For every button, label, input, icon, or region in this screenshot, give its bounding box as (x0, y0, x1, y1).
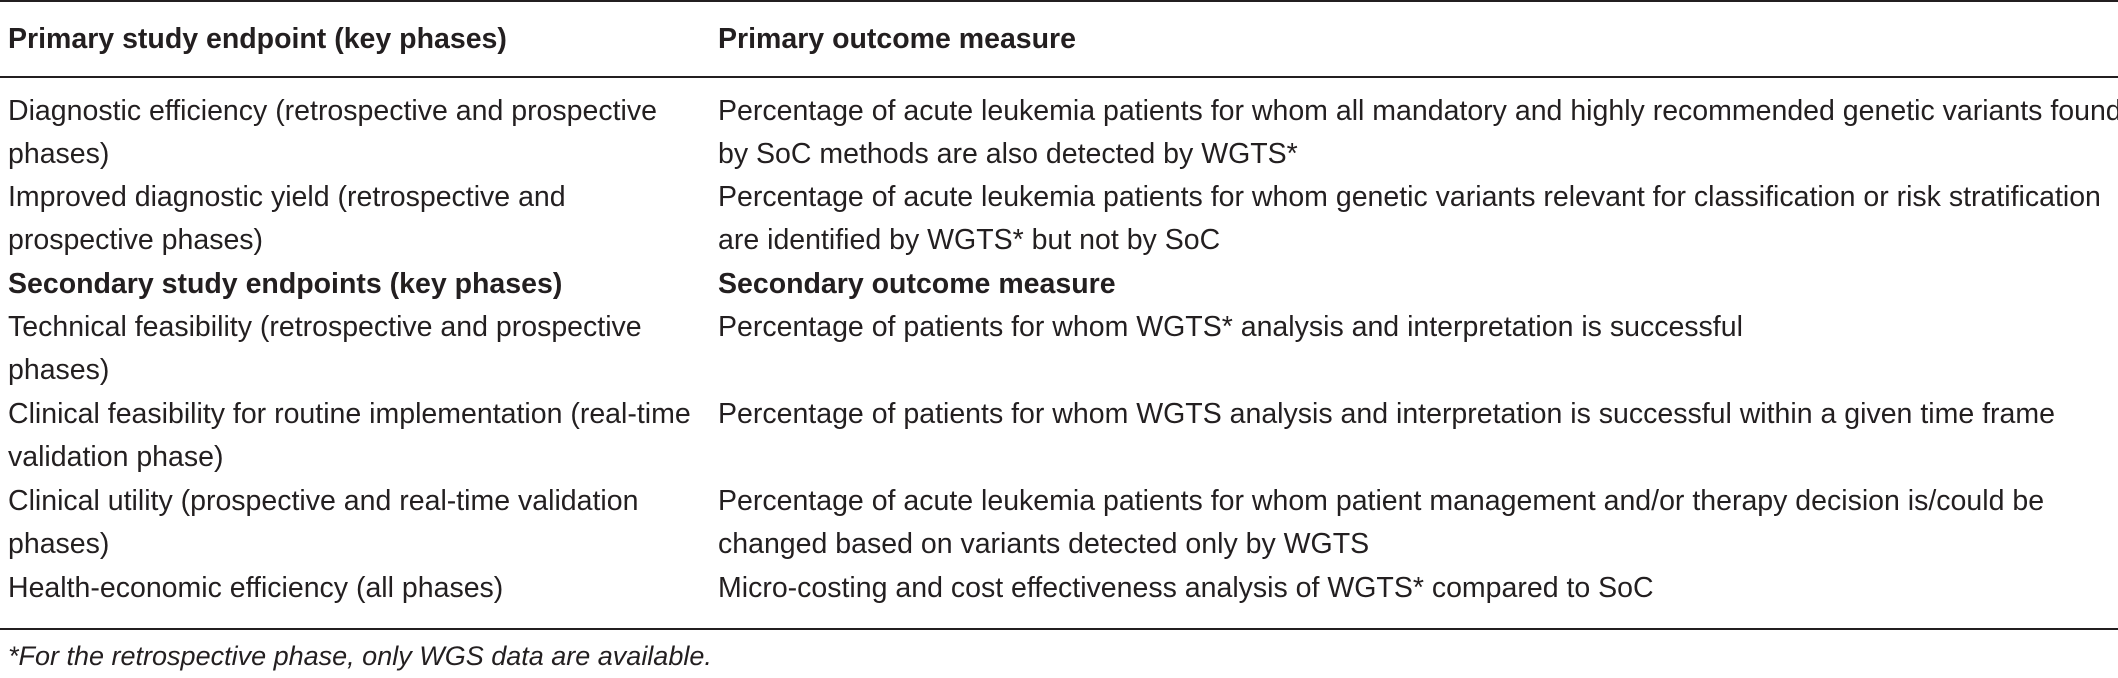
endpoint-cell: Improved diagnostic yield (retrospective… (8, 176, 708, 262)
outcome-line: changed based on variants detected only … (718, 528, 1370, 560)
outcome-line: are identified by WGTS* but not by SoC (718, 224, 1221, 256)
endpoint-line: phases) (8, 528, 110, 560)
outcome-line: Micro-costing and cost effectiveness ana… (718, 572, 1654, 604)
header-primary-outcome: Primary outcome measure (718, 23, 1076, 55)
header-primary-endpoint: Primary study endpoint (key phases) (8, 23, 507, 55)
table-header-rule (0, 76, 2118, 78)
endpoint-line: Technical feasibility (retrospective and… (8, 311, 642, 343)
endpoint-line: Diagnostic efficiency (retrospective and… (8, 95, 657, 127)
endpoint-cell: Health-economic efficiency (all phases) (8, 567, 708, 610)
endpoint-line: prospective phases) (8, 224, 264, 256)
table-top-rule (0, 0, 2118, 2)
outcome-cell: Percentage of acute leukemia patients fo… (718, 90, 2118, 176)
table-bottom-rule (0, 628, 2118, 630)
outcome-cell: Percentage of patients for whom WGTS ana… (718, 393, 2113, 436)
outcome-line: by SoC methods are also detected by WGTS… (718, 138, 1298, 170)
outcome-cell: Percentage of acute leukemia patients fo… (718, 176, 2113, 262)
table-footnote: *For the retrospective phase, only WGS d… (8, 641, 712, 671)
outcome-cell: Percentage of acute leukemia patients fo… (718, 480, 2113, 566)
outcome-line: Percentage of acute leukemia patients fo… (718, 485, 2045, 517)
endpoint-cell: Diagnostic efficiency (retrospective and… (8, 90, 708, 176)
outcome-line: Percentage of patients for whom WGTS* an… (718, 311, 1743, 343)
endpoint-line: phases) (8, 138, 110, 170)
endpoint-cell: Clinical utility (prospective and real-t… (8, 480, 708, 566)
endpoint-line: Improved diagnostic yield (retrospective… (8, 181, 566, 213)
endpoint-line: Clinical feasibility for routine impleme… (8, 398, 691, 430)
subheader-secondary-outcome: Secondary outcome measure (718, 268, 1116, 300)
outcome-line: Percentage of acute leukemia patients fo… (718, 181, 2101, 213)
outcome-cell: Percentage of patients for whom WGTS* an… (718, 306, 2113, 349)
endpoint-line: Health-economic efficiency (all phases) (8, 572, 504, 604)
endpoint-line: Clinical utility (prospective and real-t… (8, 485, 639, 517)
endpoint-line: validation phase) (8, 441, 224, 473)
subheader-secondary-endpoints: Secondary study endpoints (key phases) (8, 268, 563, 300)
outcome-line: Percentage of patients for whom WGTS ana… (718, 398, 2055, 430)
outcome-line: Percentage of acute leukemia patients fo… (718, 95, 2118, 127)
outcome-cell: Micro-costing and cost effectiveness ana… (718, 567, 2113, 610)
endpoint-line: phases) (8, 354, 110, 386)
endpoint-cell: Clinical feasibility for routine impleme… (8, 393, 708, 479)
endpoint-cell: Technical feasibility (retrospective and… (8, 306, 708, 392)
